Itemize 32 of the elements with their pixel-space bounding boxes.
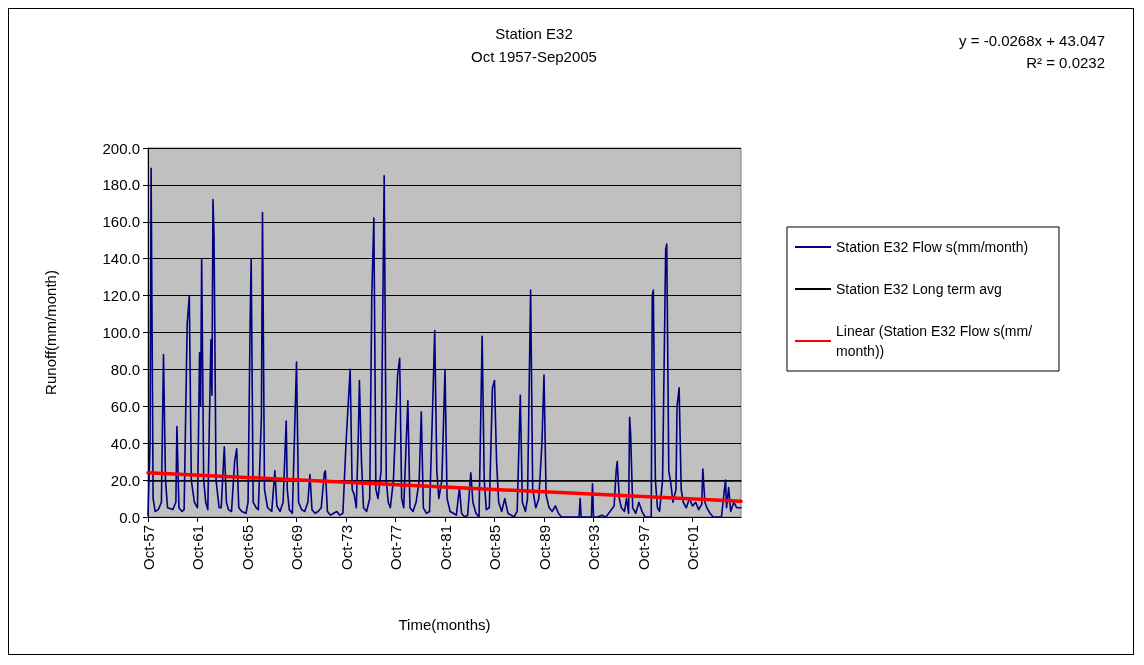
- y-axis-title: Runoff(mm/month): [42, 270, 59, 395]
- y-tick-label: 80.0: [110, 360, 140, 378]
- x-tick-label: Oct-57: [139, 525, 157, 571]
- y-tick-label: 60.0: [110, 397, 140, 415]
- legend-label: Station E32 Flow s(mm/month): [836, 239, 1029, 255]
- y-tick-label: 200.0: [102, 139, 140, 157]
- x-tick-label: Oct-85: [486, 525, 504, 571]
- x-tick-label: Oct-01: [684, 525, 702, 571]
- y-tick-label: 120.0: [102, 287, 140, 305]
- y-tick-label: 20.0: [110, 471, 140, 489]
- x-tick-label: Oct-77: [387, 525, 405, 571]
- legend-label: Linear (Station E32 Flow s(mm/month)): [836, 323, 1033, 359]
- text: R² = 0.0232: [1026, 54, 1106, 71]
- legend-label: Station E32 Long term avg: [836, 281, 1002, 297]
- chart-title: Station E32: [495, 25, 573, 42]
- x-tick-label: Oct-93: [585, 525, 603, 571]
- x-tick-label: Oct-81: [436, 525, 454, 571]
- y-tick-label: 180.0: [102, 176, 140, 194]
- x-axis-title: Time(months): [398, 616, 491, 633]
- y-tick-label: 100.0: [102, 324, 140, 341]
- x-tick-label: Oct-73: [337, 525, 355, 571]
- x-tick-label: Oct-69: [288, 525, 305, 571]
- text: y = -0.0268x + 43.047: [959, 32, 1106, 49]
- x-tick-label: Oct-89: [535, 525, 553, 571]
- x-tick-label: Oct-61: [189, 525, 206, 571]
- x-tick-label: Oct-97: [634, 525, 652, 571]
- y-tick-label: 160.0: [102, 213, 140, 231]
- chart-subtitle: Oct 1957-Sep2005: [471, 48, 597, 65]
- x-tick-label: Oct-65: [238, 525, 256, 571]
- y-tick-label: 140.0: [102, 250, 140, 268]
- y-tick-label: 0.0: [119, 508, 140, 526]
- y-tick-label: 40.0: [110, 434, 140, 452]
